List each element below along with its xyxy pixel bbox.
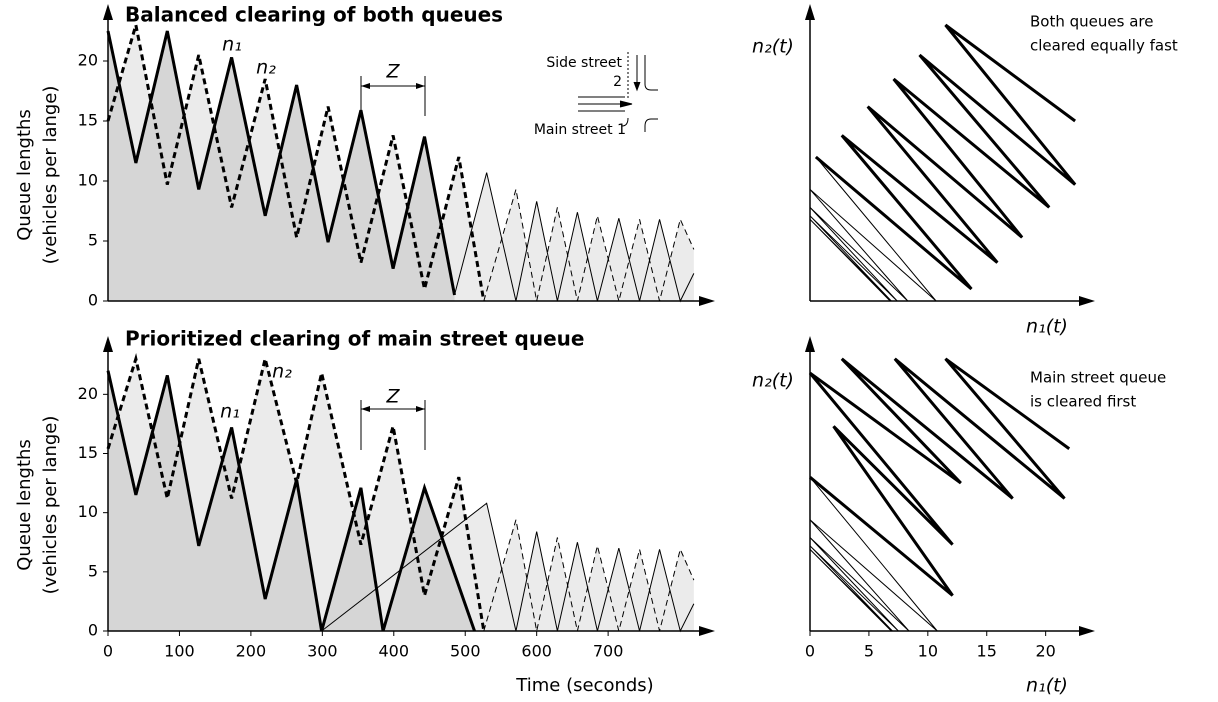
- area: [483, 189, 694, 301]
- y-tick-label: 10: [78, 171, 98, 190]
- y-tick-label: 10: [78, 502, 98, 521]
- inset-label: Side street: [546, 55, 622, 71]
- x-tick-label: 10: [918, 642, 938, 661]
- y-tick-label: 0: [88, 291, 98, 310]
- y-tick-label: 15: [78, 443, 98, 462]
- x-tick-label: 20: [1035, 642, 1055, 661]
- y-axis-label: n₂(t): [752, 370, 794, 392]
- series-line: [106, 24, 486, 302]
- series-line: [814, 23, 1077, 291]
- annotation: n₂: [256, 57, 276, 79]
- series-line: [106, 370, 476, 632]
- x-tick-label: 400: [379, 642, 410, 661]
- x-tick-label: 100: [164, 642, 195, 661]
- note: Main street queue: [1030, 369, 1166, 387]
- annotation: Z: [385, 61, 400, 83]
- x-axis-label: n₁(t): [1026, 675, 1068, 697]
- street-inset: [578, 52, 658, 132]
- y-axis-arrow: [103, 336, 113, 352]
- series-line: [321, 502, 695, 633]
- x-tick-label: 500: [450, 642, 481, 661]
- y-axis-label: Queue lengths: [14, 109, 35, 241]
- annotation: n₁: [220, 401, 240, 423]
- x-axis-arrow: [699, 626, 715, 636]
- y-axis-label: n₂(t): [752, 36, 794, 58]
- y-axis-label: (vehicles per lange): [40, 86, 61, 265]
- x-axis-label: Time (seconds): [515, 675, 653, 696]
- y-axis-arrow: [805, 336, 815, 352]
- x-tick-label: 700: [593, 642, 624, 661]
- y-tick-label: 5: [88, 561, 98, 580]
- area: [483, 519, 694, 631]
- series-line: [483, 519, 695, 632]
- x-tick-label: 0: [805, 642, 815, 661]
- x-axis-arrow: [1079, 626, 1095, 636]
- y-tick-label: 5: [88, 231, 98, 250]
- y-tick-label: 0: [88, 621, 98, 640]
- y-axis-label: Queue lengths: [14, 439, 35, 571]
- chart-title: Balanced clearing of both queues: [125, 3, 503, 27]
- annotation: n₁: [222, 34, 242, 56]
- x-axis-label: n₁(t): [1026, 316, 1068, 338]
- series-line: [454, 172, 695, 303]
- series-line: [809, 476, 938, 632]
- area: [454, 172, 694, 301]
- y-axis-arrow: [805, 4, 815, 20]
- series-line: [808, 357, 1071, 597]
- chart-title: Prioritized clearing of main street queu…: [125, 327, 584, 351]
- y-tick-label: 15: [78, 111, 98, 130]
- annotation: Z: [385, 386, 400, 408]
- x-axis-arrow: [1079, 296, 1095, 306]
- y-tick-label: 20: [78, 384, 98, 403]
- y-tick-label: 20: [78, 51, 98, 70]
- y-axis-label: (vehicles per lange): [40, 416, 61, 595]
- series-line: [106, 30, 456, 296]
- x-tick-label: 200: [236, 642, 267, 661]
- inset-label: Main street 1: [534, 122, 626, 138]
- y-axis-arrow: [103, 4, 113, 20]
- series-line: [483, 189, 695, 302]
- inset-label: 2: [613, 74, 622, 90]
- annotation: n₂: [272, 361, 292, 383]
- note: cleared equally fast: [1030, 37, 1178, 55]
- x-tick-label: 300: [307, 642, 338, 661]
- note: Both queues are: [1030, 13, 1153, 31]
- x-tick-label: 5: [864, 642, 874, 661]
- x-tick-label: 600: [521, 642, 552, 661]
- x-tick-label: 15: [977, 642, 997, 661]
- series-line: [809, 156, 937, 302]
- x-tick-label: 0: [103, 642, 113, 661]
- x-axis-arrow: [699, 296, 715, 306]
- note: is cleared first: [1030, 393, 1136, 411]
